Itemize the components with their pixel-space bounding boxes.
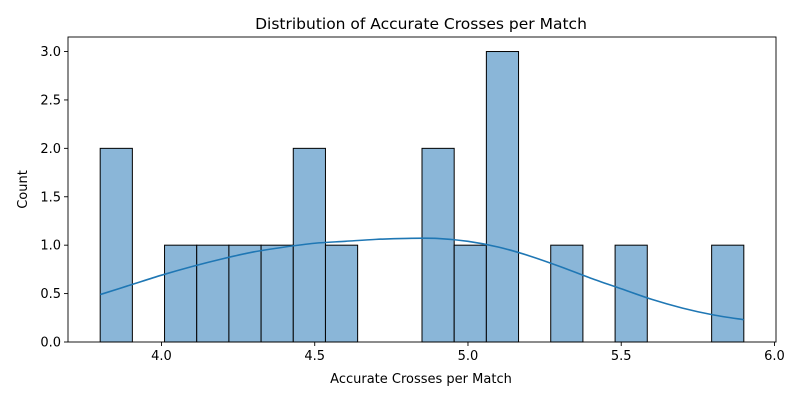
histogram-bar-19	[711, 244, 745, 343]
x-tick-label: 4.0	[151, 349, 172, 364]
y-tick-label: 2.0	[40, 142, 61, 157]
plot-frame	[67, 36, 777, 343]
histogram-bar-12	[485, 51, 520, 343]
y-tick-label: 1.0	[40, 239, 61, 254]
kde-curve	[99, 237, 744, 321]
chart-title: Distribution of Accurate Crosses per Mat…	[255, 15, 587, 33]
histogram-bar-0	[99, 147, 133, 343]
histogram-bar-5	[260, 244, 294, 343]
y-tick-label: 1.5	[40, 190, 61, 205]
histogram-bar-2	[164, 244, 198, 343]
x-tick-label: 6.0	[764, 349, 785, 364]
y-tick-label: 3.0	[40, 45, 61, 60]
x-tick-label: 5.0	[458, 349, 479, 364]
y-tick-label: 0.5	[40, 287, 61, 302]
histogram-bar-11	[453, 244, 487, 343]
histogram-bars	[99, 51, 745, 343]
x-axis-label: Accurate Crosses per Match	[330, 372, 512, 387]
y-axis-ticks: 0.0 0.5 1.0 1.5 2.0 2.5 3.0	[40, 45, 68, 351]
x-axis-ticks: 4.0 4.5 5.0 5.5 6.0	[151, 342, 785, 364]
histogram-bar-3	[196, 244, 230, 343]
x-tick-label: 4.5	[304, 349, 325, 364]
histogram-bar-14	[550, 244, 584, 343]
histogram-bar-10	[421, 147, 455, 343]
y-tick-label: 0.0	[40, 336, 61, 351]
y-tick-label: 2.5	[40, 93, 61, 108]
y-axis-label: Count	[16, 170, 31, 209]
histogram-bar-7	[324, 244, 359, 343]
histogram-bar-16	[614, 244, 648, 343]
x-tick-label: 5.5	[611, 349, 632, 364]
histogram-bar-4	[228, 244, 262, 343]
